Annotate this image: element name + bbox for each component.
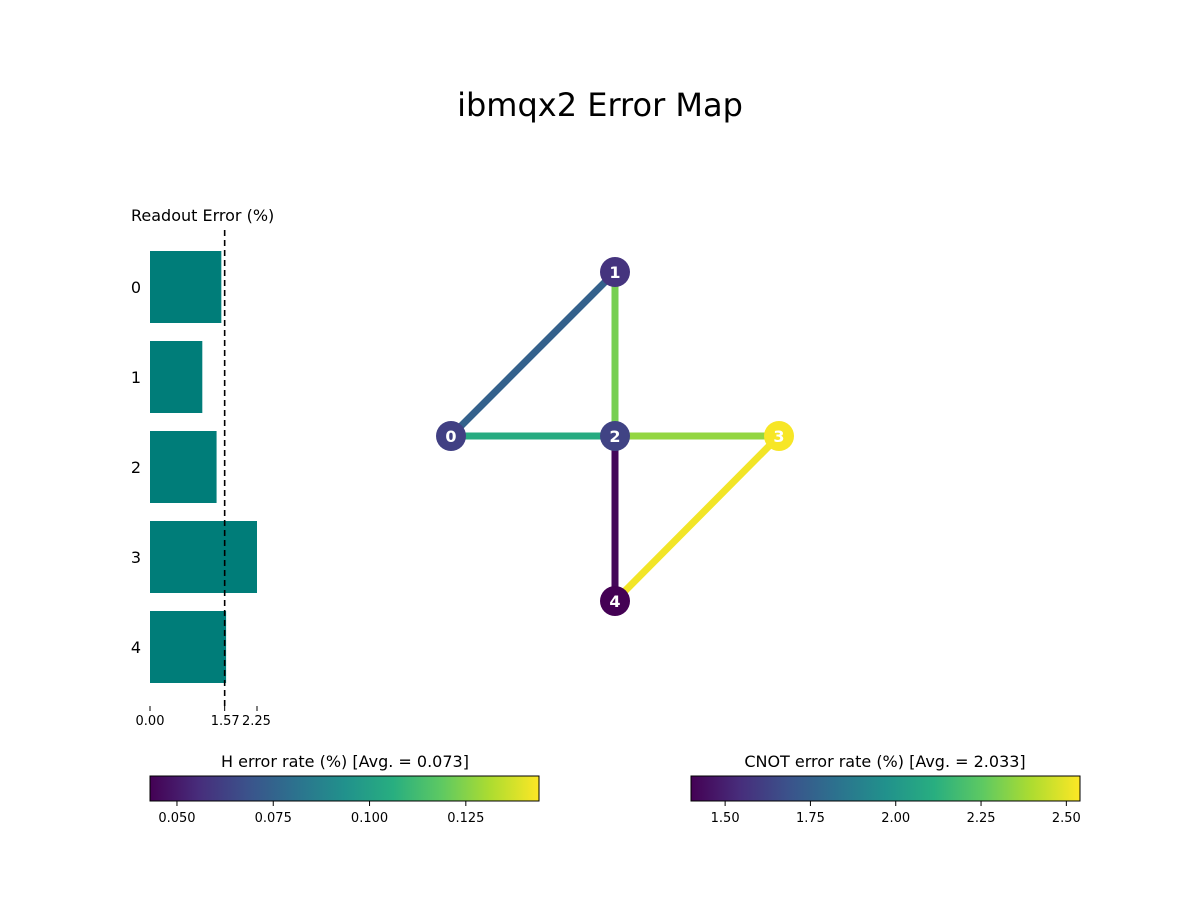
edge-3-4	[612, 433, 782, 604]
edge-0-1	[448, 269, 618, 439]
readout-category-label: 4	[131, 638, 141, 657]
coupling-map: 0 1 2 3 4	[436, 257, 794, 616]
qubit-label: 3	[773, 427, 784, 446]
cnot-colorbar-title: CNOT error rate (%) [Avg. = 2.033]	[744, 752, 1025, 771]
readout-x-ticks: 0.00 1.57 2.25	[136, 706, 271, 729]
colorbar-tick-label: 2.50	[1052, 811, 1081, 826]
readout-error-chart: Readout Error (%) 0 1 2 3 4 0.00 1.57 2.25	[131, 206, 274, 729]
readout-chart-title: Readout Error (%)	[131, 206, 274, 225]
readout-category-label: 3	[131, 548, 141, 567]
colorbar-tick-label: 0.075	[255, 811, 292, 826]
qubit-nodes: 0 1 2 3 4	[436, 257, 794, 616]
colorbar-tick-label: 1.75	[796, 811, 825, 826]
readout-category-label: 2	[131, 458, 141, 477]
readout-bar-0	[150, 251, 222, 323]
qubit-label: 1	[609, 263, 620, 282]
qubit-node-0	[436, 421, 466, 451]
colorbar-tick-label: 2.00	[881, 811, 910, 826]
readout-category-label: 0	[131, 278, 141, 297]
readout-bar-4	[150, 611, 227, 683]
cnot-colorbar-gradient	[690, 775, 1081, 802]
readout-x-tick-label: 2.25	[242, 714, 271, 729]
coupling-edges	[448, 269, 782, 604]
readout-x-tick-label: 0.00	[136, 714, 165, 729]
qubit-node-2	[600, 421, 630, 451]
cnot-error-colorbar: CNOT error rate (%) [Avg. = 2.033] 1.50 1…	[690, 752, 1081, 826]
qubit-node-4	[600, 586, 630, 616]
h-colorbar-title: H error rate (%) [Avg. = 0.073]	[221, 752, 469, 771]
readout-bar-1	[150, 341, 203, 413]
colorbar-tick-label: 0.050	[158, 811, 195, 826]
readout-bar-2	[150, 431, 217, 503]
qubit-label: 0	[445, 427, 456, 446]
colorbar-tick-label: 1.50	[711, 811, 740, 826]
h-error-colorbar: H error rate (%) [Avg. = 0.073] 0.050 0.0…	[149, 752, 540, 826]
h-colorbar-ticks: 0.050 0.075 0.100 0.125	[158, 801, 484, 826]
qubit-node-1	[600, 257, 630, 287]
colorbar-tick-label: 0.125	[447, 811, 484, 826]
readout-x-tick-label: 1.57	[211, 714, 240, 729]
readout-bars	[150, 251, 257, 683]
qubit-label: 2	[609, 427, 620, 446]
qubit-label: 4	[609, 592, 620, 611]
readout-bar-3	[150, 521, 257, 593]
figure-title: ibmqx2 Error Map	[457, 86, 743, 124]
colorbar-tick-label: 0.100	[351, 811, 388, 826]
readout-category-labels: 0 1 2 3 4	[131, 278, 141, 657]
qubit-node-3	[764, 421, 794, 451]
colorbar-tick-label: 2.25	[967, 811, 996, 826]
cnot-colorbar-ticks: 1.50 1.75 2.00 2.25 2.50	[711, 801, 1081, 826]
readout-category-label: 1	[131, 368, 141, 387]
h-colorbar-gradient	[149, 775, 540, 802]
